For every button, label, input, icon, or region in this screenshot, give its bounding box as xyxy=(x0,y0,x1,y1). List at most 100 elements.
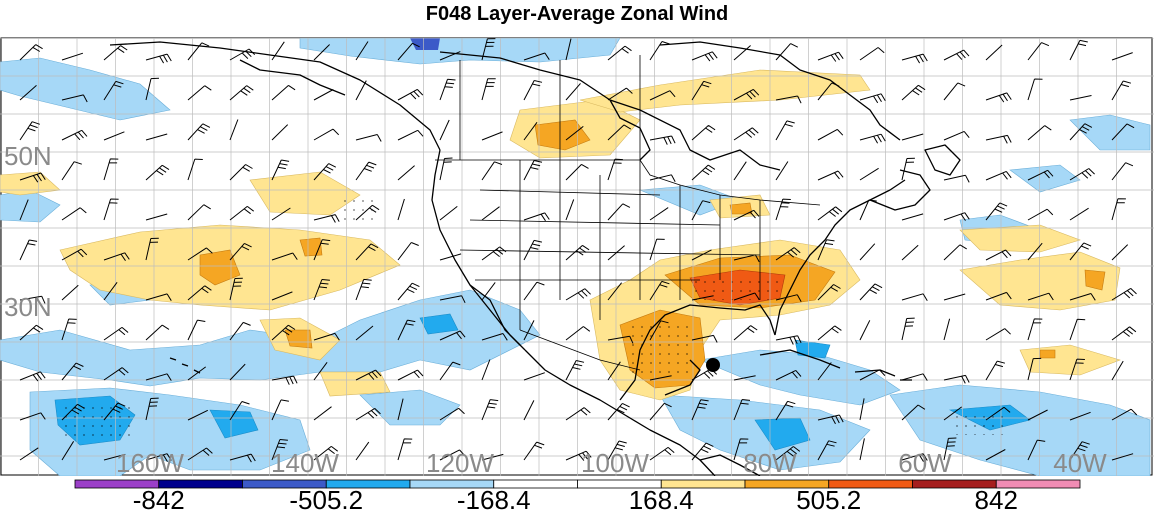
wind-barb xyxy=(607,87,633,101)
wind-barb xyxy=(775,294,802,302)
wind-barb xyxy=(943,212,970,221)
wind-barb xyxy=(1027,125,1052,141)
wind-barb xyxy=(229,119,239,141)
wind-barb xyxy=(19,239,38,261)
wind-barb xyxy=(355,369,382,381)
lon-label-160w: 160W xyxy=(116,448,184,478)
wind-barb xyxy=(1027,169,1054,181)
wind-barb xyxy=(1027,292,1054,301)
wind-barb xyxy=(439,78,456,101)
wind-barb xyxy=(397,369,424,381)
wind-barb xyxy=(565,163,589,181)
wind-barb xyxy=(1027,208,1054,221)
wind-barb xyxy=(61,441,75,461)
wind-barb xyxy=(439,206,458,221)
wind-barb xyxy=(61,318,77,341)
wind-barb xyxy=(229,206,254,221)
colorbar-label: 505.2 xyxy=(796,485,861,511)
wind-barb xyxy=(103,402,126,421)
wind-barb xyxy=(649,320,669,341)
wind-barb xyxy=(901,317,915,341)
wind-barb xyxy=(901,373,928,381)
wind-barb xyxy=(19,172,46,183)
wind-barb xyxy=(901,157,915,181)
wind-barb xyxy=(313,362,328,381)
wind-barb xyxy=(775,247,801,261)
wind-barb xyxy=(523,400,535,421)
wind-barb xyxy=(1111,123,1135,141)
wind-barb xyxy=(313,406,332,421)
wind-barb xyxy=(607,361,621,381)
wind-barb xyxy=(523,320,535,341)
wind-barb xyxy=(355,325,374,341)
wind-barb xyxy=(565,407,591,421)
wind-barb xyxy=(355,41,369,61)
wind-barb xyxy=(817,239,835,261)
wind-barb xyxy=(607,245,625,261)
wind-barb xyxy=(565,288,591,301)
wind-barb xyxy=(1111,287,1137,301)
wind-barb xyxy=(397,42,420,61)
wind-barb xyxy=(187,285,212,301)
wind-barb xyxy=(859,199,877,221)
wind-barb xyxy=(817,51,844,62)
wind-barb xyxy=(19,121,40,141)
wind-barb xyxy=(187,447,213,461)
wind-barb xyxy=(481,333,508,341)
wind-barb xyxy=(397,319,416,341)
wind-barb xyxy=(775,95,802,104)
lon-label-40w: 40W xyxy=(1053,448,1107,478)
wind-barb xyxy=(19,412,46,421)
wind-barb xyxy=(1111,408,1138,421)
wind-barb xyxy=(61,129,88,141)
wind-barb xyxy=(1027,318,1043,341)
wind-barb xyxy=(355,204,380,221)
wind-barb xyxy=(439,361,461,381)
wind-barb xyxy=(817,170,844,181)
wind-barb xyxy=(355,441,370,461)
wind-barb xyxy=(943,318,951,341)
wind-barb xyxy=(901,293,928,301)
wind-barb xyxy=(775,335,802,345)
wind-barb xyxy=(145,237,159,261)
wind-barb xyxy=(313,446,338,461)
colorbar-label: -505.2 xyxy=(289,485,363,511)
wind-barb xyxy=(985,449,1006,461)
wind-barb xyxy=(61,362,84,381)
wind-barb xyxy=(649,402,672,421)
wind-barb xyxy=(103,252,130,261)
wind-barb xyxy=(481,399,499,421)
lon-label-80w: 80W xyxy=(743,448,797,478)
wind-barb xyxy=(355,161,377,181)
wind-barb xyxy=(733,254,760,263)
wind-barb xyxy=(271,84,296,101)
wind-barb xyxy=(145,77,160,101)
wind-barb xyxy=(943,82,966,101)
wind-barb xyxy=(439,449,466,461)
lon-label-120w: 120W xyxy=(426,448,494,478)
wind-barb xyxy=(397,88,424,101)
wind-barb xyxy=(145,164,170,181)
wind-barb xyxy=(691,51,718,62)
wind-barb xyxy=(1111,198,1126,221)
wind-barb xyxy=(481,131,503,141)
lon-label-60w: 60W xyxy=(898,448,952,478)
wind-barb xyxy=(901,84,926,101)
wind-barb xyxy=(817,325,842,341)
wind-barb xyxy=(187,158,203,181)
wind-barb xyxy=(985,134,1012,144)
wind-barb xyxy=(145,373,172,381)
wind-barb xyxy=(1027,357,1042,381)
wind-barb xyxy=(649,174,676,183)
wind-barb xyxy=(523,160,543,181)
wind-barb xyxy=(775,400,796,421)
wind-barb xyxy=(817,82,840,101)
wind-barb xyxy=(19,447,39,461)
wind-barb xyxy=(859,320,871,341)
wind-barb xyxy=(19,85,37,101)
wind-barb xyxy=(523,441,545,461)
wind-barb xyxy=(145,453,172,462)
wind-barb xyxy=(397,165,415,181)
wind-barb xyxy=(649,446,675,461)
map-layers xyxy=(0,38,1154,476)
